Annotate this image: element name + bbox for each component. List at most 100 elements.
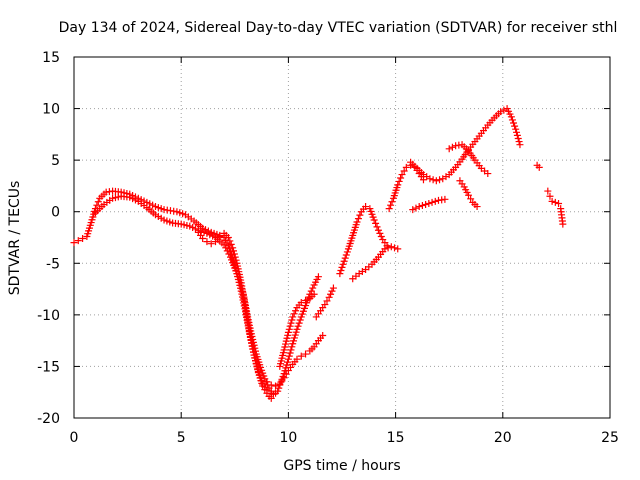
data-point bbox=[290, 310, 298, 318]
data-point bbox=[286, 349, 294, 357]
data-point bbox=[319, 331, 327, 339]
data-point bbox=[398, 171, 406, 179]
data-point bbox=[473, 203, 481, 211]
data-point bbox=[74, 237, 82, 245]
data-point bbox=[535, 163, 543, 171]
data-point bbox=[341, 254, 349, 262]
data-point bbox=[284, 355, 292, 363]
data-point bbox=[394, 245, 402, 253]
data-point bbox=[289, 313, 297, 321]
data-point bbox=[429, 176, 437, 184]
data-point bbox=[515, 138, 523, 146]
y-tick-label: 0 bbox=[51, 205, 60, 221]
data-point bbox=[231, 253, 239, 261]
data-point bbox=[497, 108, 505, 116]
data-point bbox=[272, 382, 280, 390]
data-point bbox=[384, 244, 392, 252]
data-point bbox=[297, 352, 305, 360]
data-point bbox=[441, 195, 449, 203]
data-point bbox=[445, 145, 453, 153]
data-point bbox=[513, 131, 521, 139]
data-point bbox=[285, 325, 293, 333]
data-point bbox=[220, 241, 228, 249]
data-point bbox=[377, 232, 385, 240]
data-point bbox=[415, 203, 423, 211]
data-point bbox=[248, 339, 256, 347]
data-point bbox=[397, 174, 405, 182]
data-point bbox=[544, 187, 552, 195]
data-point bbox=[247, 336, 255, 344]
data-point bbox=[267, 381, 275, 389]
y-tick-label: -20 bbox=[37, 411, 60, 427]
data-point bbox=[338, 263, 346, 271]
data-point bbox=[284, 328, 292, 336]
data-point bbox=[288, 343, 296, 351]
data-point bbox=[551, 198, 559, 206]
data-point bbox=[372, 219, 380, 227]
data-point bbox=[79, 235, 87, 243]
data-point bbox=[400, 167, 408, 175]
data-point bbox=[292, 307, 300, 315]
data-point bbox=[354, 215, 362, 223]
data-point bbox=[395, 177, 403, 185]
data-point bbox=[428, 198, 436, 206]
x-tick-label: 0 bbox=[70, 430, 79, 446]
data-point bbox=[516, 141, 524, 149]
data-point bbox=[340, 257, 348, 265]
data-point bbox=[514, 134, 522, 142]
data-point bbox=[325, 293, 333, 301]
data-point bbox=[287, 346, 295, 354]
grid-lines bbox=[74, 57, 610, 418]
data-point bbox=[263, 378, 271, 386]
data-points bbox=[70, 105, 567, 402]
plot-frame bbox=[73, 56, 611, 419]
data-point bbox=[426, 175, 434, 183]
data-point bbox=[448, 143, 456, 151]
data-point bbox=[388, 198, 396, 206]
data-point bbox=[216, 232, 224, 240]
data-point bbox=[246, 333, 254, 341]
data-point bbox=[356, 211, 364, 219]
data-point bbox=[329, 284, 337, 292]
data-point bbox=[353, 218, 361, 226]
y-tick-label: 15 bbox=[42, 50, 60, 66]
data-point bbox=[402, 163, 410, 171]
data-point bbox=[309, 284, 317, 292]
data-point bbox=[263, 386, 271, 394]
data-point bbox=[510, 119, 518, 127]
data-point bbox=[249, 345, 257, 353]
data-point bbox=[373, 223, 381, 231]
data-point bbox=[548, 197, 556, 205]
data-point bbox=[295, 319, 303, 327]
data-point bbox=[296, 316, 304, 324]
data-point bbox=[374, 226, 382, 234]
data-point bbox=[431, 197, 439, 205]
data-point bbox=[232, 256, 240, 264]
data-point bbox=[274, 387, 282, 395]
data-point bbox=[310, 290, 318, 298]
data-point bbox=[230, 250, 238, 258]
data-point bbox=[559, 220, 567, 228]
data-point bbox=[285, 352, 293, 360]
x-axis-label: GPS time / hours bbox=[283, 458, 400, 474]
data-point bbox=[376, 229, 384, 237]
data-point bbox=[362, 203, 370, 211]
data-point bbox=[199, 235, 207, 243]
data-point bbox=[297, 298, 305, 306]
data-point bbox=[229, 244, 237, 252]
data-point bbox=[314, 273, 322, 281]
data-point bbox=[391, 244, 399, 252]
data-point bbox=[288, 316, 296, 324]
x-tick-label: 25 bbox=[601, 430, 619, 446]
chart-title: Day 134 of 2024, Sidereal Day-to-day VTE… bbox=[59, 20, 618, 36]
data-point bbox=[203, 238, 211, 246]
data-point bbox=[249, 348, 257, 356]
x-tick-label: 5 bbox=[177, 430, 186, 446]
y-tick-label: -15 bbox=[37, 359, 60, 375]
data-point bbox=[370, 216, 378, 224]
data-point bbox=[94, 198, 102, 206]
data-point bbox=[286, 322, 294, 330]
data-point bbox=[513, 128, 521, 136]
data-point bbox=[342, 251, 350, 259]
